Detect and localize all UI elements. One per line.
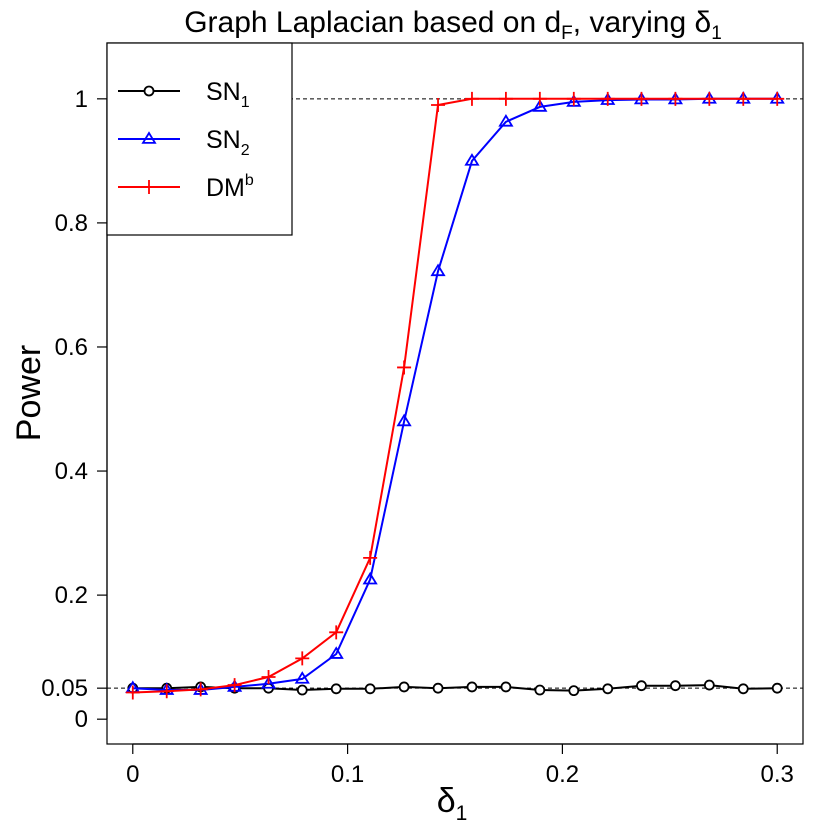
x-tick-label: 0 bbox=[126, 761, 139, 788]
data-point-SN2 bbox=[464, 153, 480, 166]
data-point-DMb bbox=[227, 678, 242, 693]
x-axis: 0 0.1 0.2 0.3 bbox=[126, 743, 794, 788]
y-axis-label: Power bbox=[10, 345, 48, 441]
legend-marker bbox=[142, 180, 156, 194]
data-point-DMb bbox=[363, 550, 378, 565]
series-DMb bbox=[125, 91, 785, 700]
data-point-SN1 bbox=[466, 681, 478, 693]
data-point-DMb bbox=[193, 682, 208, 697]
data-point-SN1 bbox=[636, 680, 647, 692]
y-tick-label: 0.05 bbox=[41, 675, 88, 702]
x-tick-label: 0.3 bbox=[761, 761, 794, 788]
data-point-SN1 bbox=[771, 682, 783, 694]
legend-entry-SN2: SN2 bbox=[118, 126, 250, 159]
data-point-SN1 bbox=[500, 681, 512, 693]
data-point-DMb bbox=[464, 91, 479, 106]
x-tick-label: 0.1 bbox=[331, 761, 364, 788]
data-point-SN1 bbox=[432, 682, 444, 694]
data-point-SN1 bbox=[670, 680, 681, 692]
data-point-DMb bbox=[431, 98, 446, 113]
data-point-SN1 bbox=[296, 684, 308, 696]
data-point-SN2 bbox=[328, 646, 344, 659]
data-point-SN1 bbox=[364, 683, 376, 695]
data-point-DMb bbox=[702, 91, 717, 106]
data-point-SN2 bbox=[566, 94, 582, 107]
legend-entry-SN1: SN1 bbox=[118, 78, 250, 111]
data-point-DMb bbox=[634, 91, 649, 106]
y-axis: 0 0.05 0.2 0.4 0.6 0.8 1 bbox=[41, 86, 108, 733]
data-point-SN1 bbox=[703, 679, 715, 691]
series-layer bbox=[125, 91, 785, 700]
data-point-SN1 bbox=[398, 681, 410, 693]
data-point-SN2 bbox=[430, 263, 446, 277]
data-point-SN2 bbox=[532, 99, 548, 112]
data-point-SN1 bbox=[568, 685, 580, 697]
data-point-DMb bbox=[125, 685, 140, 700]
x-axis-label: δ1 bbox=[437, 782, 468, 825]
data-point-DMb bbox=[397, 360, 412, 375]
y-tick-label: 1 bbox=[75, 86, 88, 113]
data-point-DMb bbox=[566, 91, 581, 106]
data-point-DMb bbox=[532, 91, 547, 106]
data-point-SN2 bbox=[396, 413, 412, 427]
data-point-DMb bbox=[736, 91, 751, 106]
data-point-SN2 bbox=[260, 676, 277, 689]
data-point-SN2 bbox=[498, 114, 514, 127]
y-tick-label: 0 bbox=[75, 706, 88, 733]
legend-label: DMb bbox=[206, 172, 254, 202]
data-point-DMb bbox=[159, 684, 174, 699]
series-line-SN1 bbox=[132, 684, 778, 692]
data-point-DMb bbox=[295, 651, 310, 666]
data-point-DMb bbox=[770, 91, 785, 106]
chart-title: Graph Laplacian based on dF, varying δ1 bbox=[184, 6, 722, 44]
data-point-DMb bbox=[329, 625, 344, 640]
y-tick-label: 0.6 bbox=[55, 334, 88, 361]
data-point-DMb bbox=[261, 670, 276, 685]
y-tick-label: 0.8 bbox=[55, 210, 88, 237]
y-tick-label: 0.4 bbox=[55, 458, 88, 485]
x-tick-label: 0.2 bbox=[546, 761, 579, 788]
data-point-SN2 bbox=[362, 571, 378, 585]
data-point-DMb bbox=[668, 91, 683, 106]
legend-label: SN2 bbox=[206, 126, 250, 159]
data-point-SN1 bbox=[737, 683, 749, 695]
y-tick-label: 0.2 bbox=[55, 582, 88, 609]
data-point-SN1 bbox=[534, 684, 546, 696]
data-point-SN2 bbox=[294, 671, 310, 684]
data-point-SN1 bbox=[330, 683, 342, 695]
legend-entry-DMb: DMb bbox=[118, 172, 254, 202]
data-point-DMb bbox=[600, 91, 615, 106]
data-point-SN1 bbox=[602, 683, 614, 695]
data-point-DMb bbox=[498, 91, 513, 106]
legend: SN1 SN2 DMb bbox=[106, 42, 293, 236]
legend-marker bbox=[143, 85, 155, 97]
legend-label: SN1 bbox=[206, 78, 250, 111]
legend-marker bbox=[141, 131, 157, 144]
